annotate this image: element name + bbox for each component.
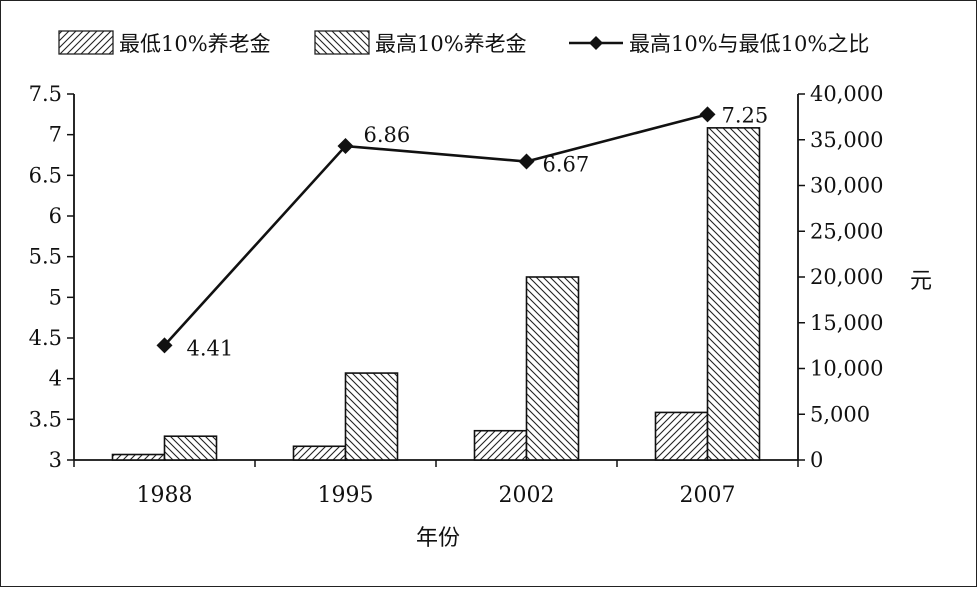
right-tick-label: 25,000 [810, 219, 883, 243]
legend-label-ratio: 最高10%与最低10%之比 [629, 32, 869, 56]
bars [111, 127, 761, 461]
x-category-label: 2002 [499, 483, 555, 508]
right-tick-label: 35,000 [810, 128, 883, 152]
right-axis-title: 元 [910, 269, 932, 294]
axes: 3 3.5 4 4.5 5 5.5 6 6.5 7 7.5 0 5,000 10,000 15,000 20… [29, 82, 884, 508]
left-tick-label: 6 [49, 204, 62, 228]
left-tick-label: 4 [49, 367, 62, 391]
bar-low-pension [111, 453, 166, 461]
right-tick-label: 40,000 [810, 82, 883, 106]
legend: 最低10%养老金 最高10%养老金 最高10%与最低10%之比 [58, 30, 869, 56]
legend-item-low-pension: 最低10%养老金 [58, 30, 271, 56]
ratio-line-series: 4.41 6.86 6.67 7.25 [156, 103, 769, 360]
left-tick-label: 3.5 [29, 407, 62, 431]
left-tick-label: 7.5 [29, 82, 62, 106]
left-tick-label: 3 [49, 448, 62, 472]
bar-high-pension [525, 276, 580, 461]
legend-swatch-high-pension [314, 30, 370, 55]
left-tick-label: 6.5 [29, 163, 62, 187]
bar-low-pension [473, 429, 528, 461]
ratio-data-label: 6.67 [543, 153, 590, 177]
x-axis-title: 年份 [416, 526, 460, 551]
left-tick-label: 5.5 [29, 245, 62, 269]
right-tick-label: 20,000 [810, 265, 883, 289]
right-tick-label: 5,000 [810, 402, 870, 426]
left-tick-label: 4.5 [29, 326, 62, 350]
right-tick-label: 0 [810, 448, 823, 472]
right-tick-label: 30,000 [810, 174, 883, 198]
legend-item-ratio: 最高10%与最低10%之比 [569, 32, 869, 56]
bar-high-pension [163, 435, 218, 461]
ratio-marker [518, 153, 535, 170]
legend-swatch-ratio-marker [589, 36, 603, 50]
bar-high-pension [706, 127, 761, 461]
bar-low-pension [292, 445, 347, 461]
left-tick-label: 5 [49, 285, 62, 309]
legend-item-high-pension: 最高10%养老金 [314, 30, 527, 56]
ratio-data-label: 7.25 [722, 103, 769, 127]
ratio-data-label: 4.41 [187, 336, 234, 360]
x-category-label: 2007 [680, 483, 736, 508]
left-tick-label: 7 [49, 123, 62, 147]
x-category-label: 1988 [137, 483, 193, 508]
legend-label-low-pension: 最低10%养老金 [119, 32, 271, 56]
ratio-data-label: 6.86 [364, 123, 411, 147]
ratio-marker [337, 138, 354, 155]
right-tick-label: 15,000 [810, 311, 883, 335]
legend-swatch-low-pension [58, 30, 114, 55]
x-category-label: 1995 [318, 483, 374, 508]
bar-low-pension [654, 411, 709, 461]
right-tick-label: 10,000 [810, 357, 883, 381]
ratio-marker [156, 337, 173, 354]
legend-label-high-pension: 最高10%养老金 [375, 32, 527, 56]
ratio-line [163, 113, 708, 347]
bar-high-pension [344, 372, 399, 461]
ratio-marker [699, 106, 716, 123]
